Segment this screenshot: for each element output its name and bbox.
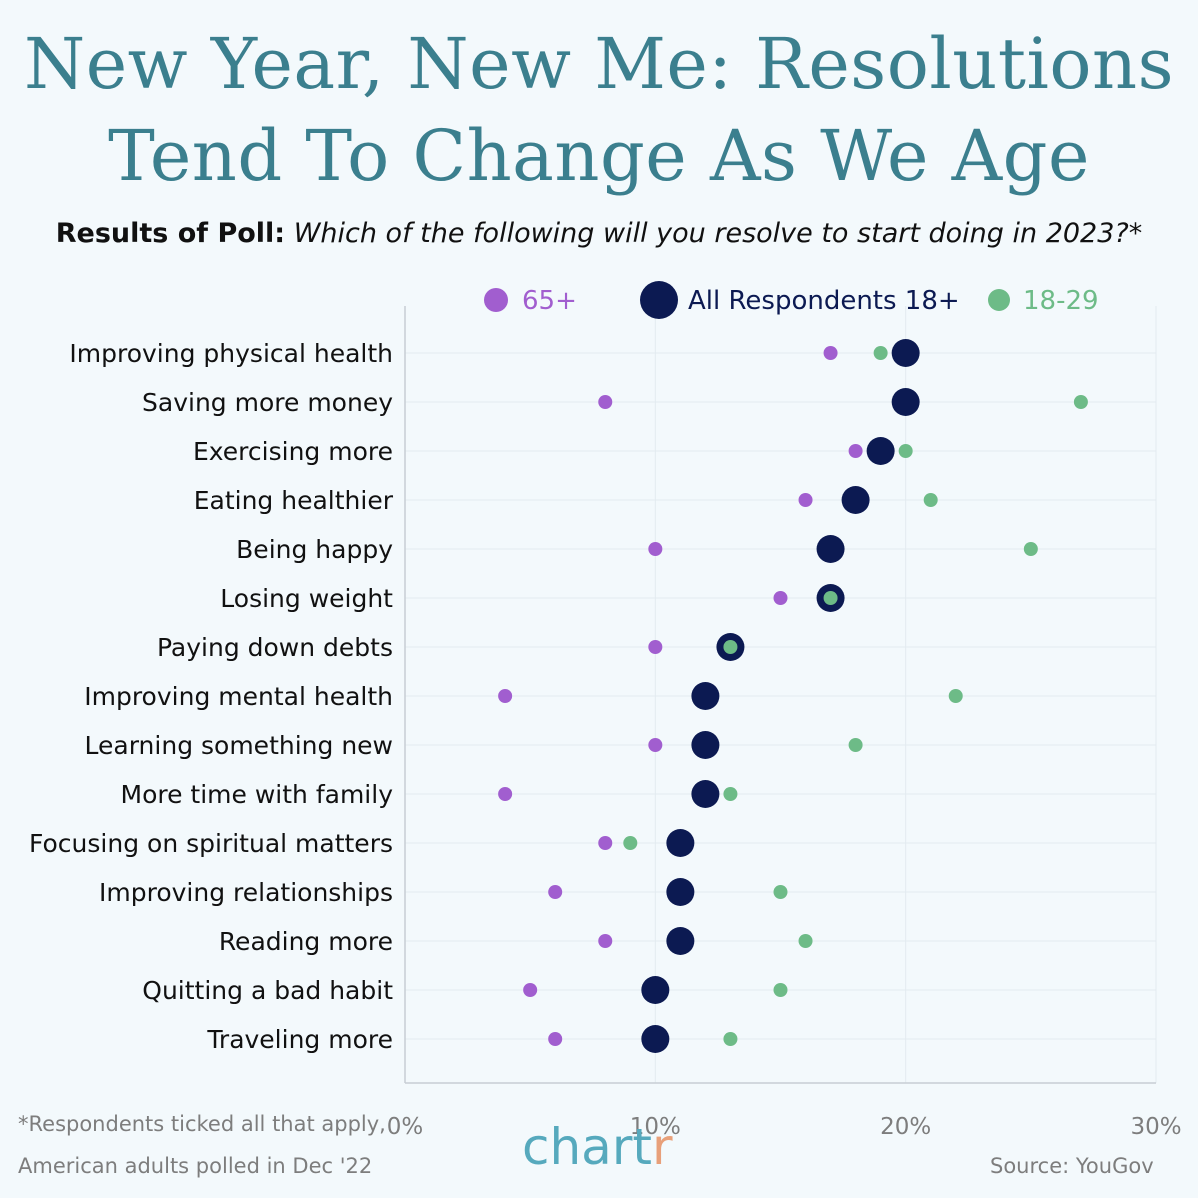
footnote-line-1: *Respondents ticked all that apply, [18, 1112, 386, 1136]
legend-marker-young [988, 289, 1010, 311]
dot-young [773, 885, 788, 899]
category-label: Improving relationships [99, 878, 393, 907]
x-tick-label: 0% [387, 1114, 424, 1140]
legend-label-all: All Respondents 18+ [688, 286, 960, 316]
dot-young [798, 934, 813, 948]
dot-older [598, 836, 613, 850]
dot-young [623, 836, 638, 850]
dot-all [666, 829, 695, 857]
x-tick-label: 20% [880, 1114, 931, 1140]
category-label: Being happy [236, 535, 393, 564]
dot-all [666, 878, 695, 906]
category-label: More time with family [121, 780, 394, 809]
dot-older [548, 1032, 563, 1046]
dot-older [598, 934, 613, 948]
dot-older [648, 542, 663, 556]
dot-young [823, 591, 838, 605]
dot-young [848, 738, 863, 752]
source-note: Source: YouGov [990, 1154, 1154, 1178]
dot-all [691, 780, 720, 808]
logo-accent: r [651, 1118, 673, 1176]
dot-young [898, 444, 913, 458]
dot-older [798, 493, 813, 507]
category-label: Exercising more [193, 437, 393, 466]
dot-older [498, 787, 513, 801]
x-tick-label: 10% [630, 1114, 681, 1140]
subtitle-question: Which of the following will you resolve … [293, 218, 1143, 249]
category-label: Focusing on spiritual matters [29, 829, 393, 858]
dot-all [641, 1025, 670, 1053]
dot-all [691, 682, 720, 710]
dot-older [823, 346, 838, 360]
dot-young [948, 689, 963, 703]
legend-marker-all [640, 281, 678, 319]
dot-all [891, 388, 920, 416]
x-tick-label: 30% [1130, 1114, 1181, 1140]
dot-older [598, 395, 613, 409]
category-label: Quitting a bad habit [142, 976, 393, 1005]
dot-older [648, 640, 663, 654]
footnote-line-2: American adults polled in Dec '22 [18, 1154, 373, 1178]
category-label: Learning something new [85, 731, 393, 760]
dot-young [873, 346, 888, 360]
chartr-logo: chartr [522, 1118, 673, 1176]
legend-marker-older [484, 288, 508, 312]
title-line-2: Tend To Change As We Age [108, 115, 1090, 197]
category-label: Traveling more [206, 1025, 393, 1054]
dot-young [723, 1032, 738, 1046]
chart-title: New Year, New Me: Resolutions Tend To Ch… [0, 18, 1198, 202]
dot-all [841, 486, 870, 514]
category-label: Saving more money [142, 388, 393, 417]
dot-young [723, 640, 738, 654]
category-label: Improving physical health [69, 339, 393, 368]
dot-older [498, 689, 513, 703]
dot-all [691, 731, 720, 759]
dot-young [773, 983, 788, 997]
category-label: Paying down debts [157, 633, 393, 662]
legend-label-young: 18-29 [1023, 286, 1099, 316]
category-label: Reading more [219, 927, 393, 956]
dot-all [641, 976, 670, 1004]
category-label: Eating healthier [194, 486, 394, 515]
legend-label-older: 65+ [522, 286, 577, 316]
dot-older [548, 885, 563, 899]
category-label: Losing weight [220, 584, 393, 613]
title-line-1: New Year, New Me: Resolutions [23, 23, 1175, 105]
dot-older [848, 444, 863, 458]
dot-young [1023, 542, 1038, 556]
category-label: Improving mental health [84, 682, 393, 711]
dot-all [866, 437, 895, 465]
chart-subtitle: Results of Poll: Which of the following … [0, 218, 1198, 249]
subtitle-lead: Results of Poll: [55, 218, 286, 249]
dot-older [773, 591, 788, 605]
dot-young [923, 493, 938, 507]
dot-young [1073, 395, 1088, 409]
dot-older [523, 983, 538, 997]
dot-all [891, 339, 920, 367]
dot-all [666, 927, 695, 955]
dot-young [723, 787, 738, 801]
dot-all [816, 535, 845, 563]
dot-older [648, 738, 663, 752]
logo-main: chart [522, 1118, 652, 1176]
